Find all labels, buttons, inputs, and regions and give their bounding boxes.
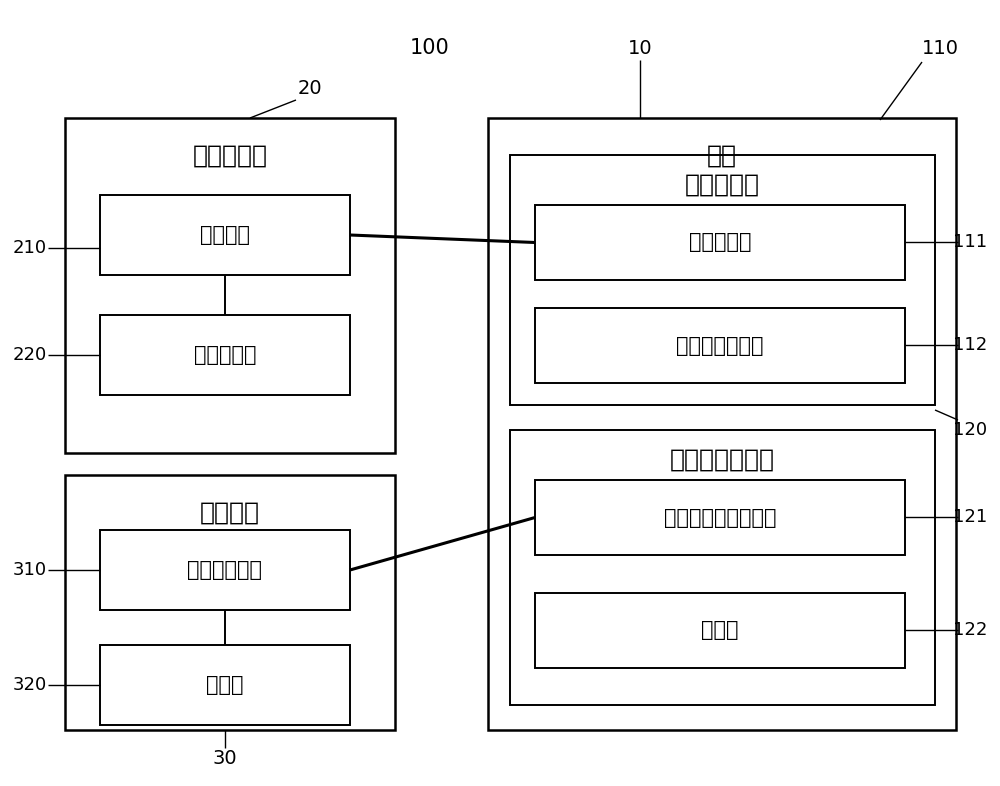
Text: 220: 220	[13, 346, 47, 364]
Text: 30: 30	[213, 748, 237, 767]
Text: 电刺激输出线: 电刺激输出线	[188, 560, 262, 580]
Bar	[65, 118, 395, 453]
Text: 电脑子系统: 电脑子系统	[689, 233, 751, 252]
Text: 100: 100	[410, 38, 450, 58]
Text: 主机: 主机	[707, 144, 737, 168]
Bar	[535, 480, 905, 555]
Bar	[100, 530, 350, 610]
Bar	[535, 308, 905, 383]
Text: 111: 111	[953, 233, 987, 251]
Text: 320: 320	[13, 676, 47, 694]
Bar	[510, 155, 935, 405]
Bar	[510, 430, 935, 705]
Text: 电极片: 电极片	[206, 675, 244, 695]
Bar	[100, 195, 350, 275]
Bar	[535, 593, 905, 668]
Text: 121: 121	[953, 508, 987, 526]
Text: 信号线: 信号线	[701, 620, 739, 641]
Bar	[65, 475, 395, 730]
Text: 20: 20	[298, 79, 322, 97]
Text: 刺激单元: 刺激单元	[200, 501, 260, 525]
Text: 脑电采集器: 脑电采集器	[194, 345, 256, 365]
Text: 通讯单元: 通讯单元	[200, 225, 250, 245]
Text: 生物反馈康复仪: 生物反馈康复仪	[670, 448, 775, 472]
Text: 生物反馈康复仪主机: 生物反馈康复仪主机	[664, 508, 776, 527]
Text: 虚拟现实子系统: 虚拟现实子系统	[676, 336, 764, 355]
Text: 10: 10	[628, 39, 652, 57]
Bar	[100, 645, 350, 725]
Text: 110: 110	[922, 39, 958, 57]
Text: 210: 210	[13, 239, 47, 257]
Bar	[100, 315, 350, 395]
Text: 112: 112	[953, 336, 987, 354]
Text: 120: 120	[953, 421, 987, 439]
Bar	[535, 205, 905, 280]
Text: 122: 122	[953, 621, 987, 639]
Text: 310: 310	[13, 561, 47, 579]
Bar	[488, 118, 956, 730]
Text: 电脑集成器: 电脑集成器	[685, 173, 760, 197]
Text: 脑电控制器: 脑电控制器	[192, 144, 268, 168]
